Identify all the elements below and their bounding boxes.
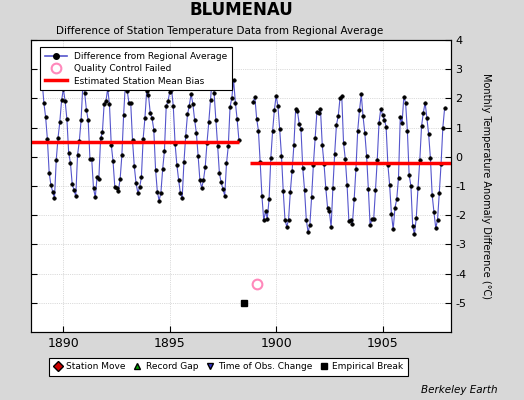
Text: Berkeley Earth: Berkeley Earth: [421, 385, 498, 395]
Text: Difference of Station Temperature Data from Regional Average: Difference of Station Temperature Data f…: [57, 26, 384, 36]
Legend: Station Move, Record Gap, Time of Obs. Change, Empirical Break: Station Move, Record Gap, Time of Obs. C…: [49, 358, 408, 376]
Title: BLUMENAU: BLUMENAU: [189, 1, 293, 19]
Y-axis label: Monthly Temperature Anomaly Difference (°C): Monthly Temperature Anomaly Difference (…: [481, 73, 490, 299]
